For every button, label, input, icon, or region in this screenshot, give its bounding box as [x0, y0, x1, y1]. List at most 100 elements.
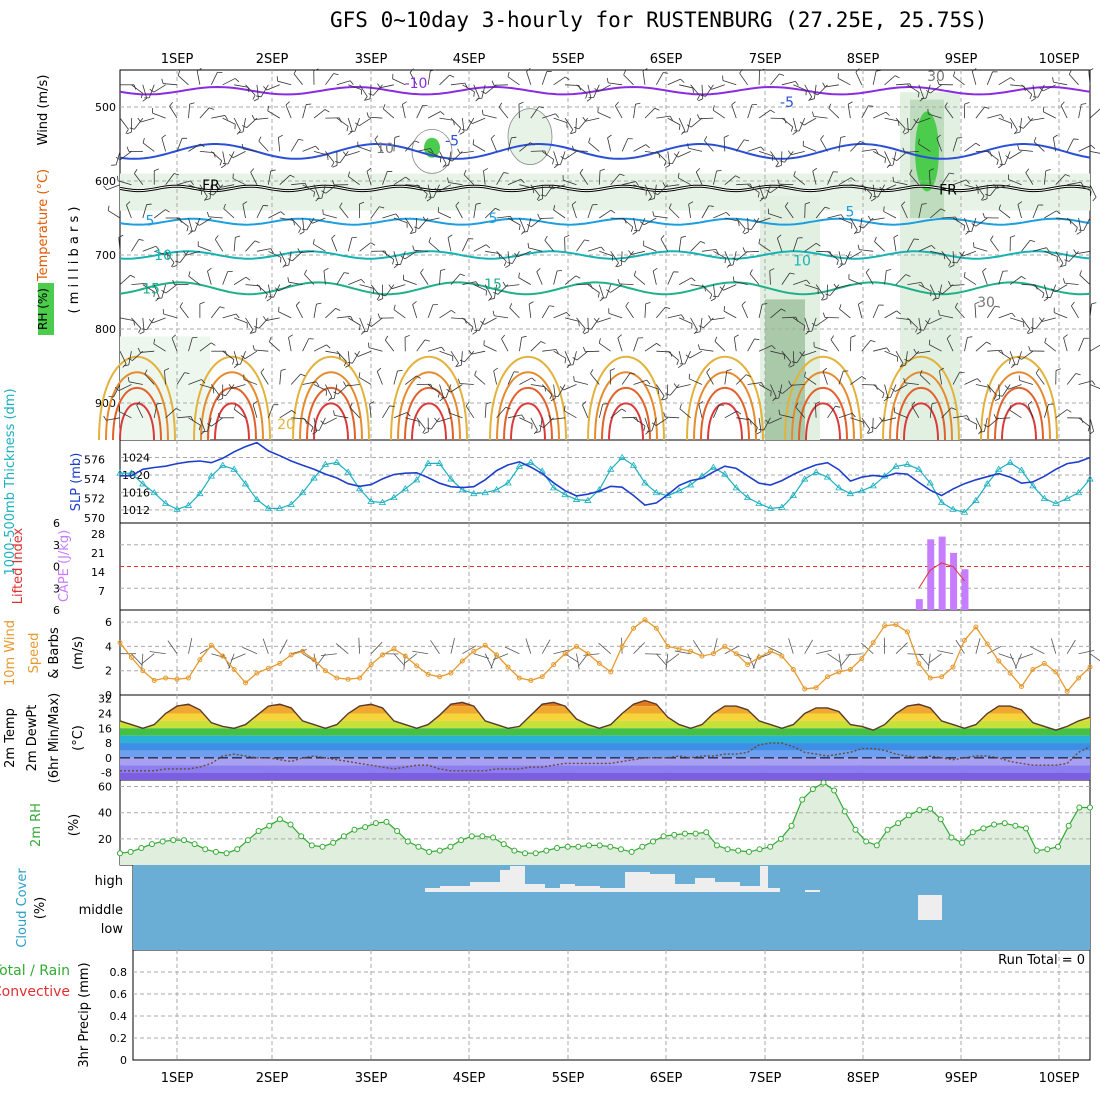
cloud-high-bar	[470, 882, 500, 892]
wind-barb	[165, 173, 175, 185]
wind-barb-flag	[610, 209, 616, 214]
wind-barb	[333, 384, 338, 399]
wind-barb-flag	[553, 395, 559, 398]
top-date-label-6: 7SEP	[749, 52, 782, 67]
wind-barb-flag	[648, 196, 653, 202]
wind-barb	[656, 72, 664, 85]
rh2m-marker	[703, 829, 710, 836]
wind-barb-flag	[331, 234, 336, 239]
wind-barb	[433, 184, 440, 198]
wind-barb	[404, 250, 417, 260]
wind-barb	[998, 151, 1003, 166]
wind-barb-flag	[267, 105, 270, 111]
wind-barb	[153, 343, 166, 352]
wind-barb-flag	[1017, 145, 1020, 151]
wind-barb	[928, 317, 942, 325]
wind-barb-flag	[883, 206, 885, 212]
wind-barb-flag	[321, 190, 326, 194]
wind-barb	[678, 351, 683, 365]
thickness-line	[120, 456, 1091, 513]
wind-barb	[267, 284, 272, 299]
wind-barb	[164, 370, 167, 385]
wind-barb-flag	[1092, 197, 1097, 202]
wind10-barb	[633, 642, 646, 654]
wind-barb	[838, 177, 852, 186]
wind-barb-flag	[573, 376, 575, 382]
wind10-marker	[699, 653, 705, 659]
wind-barb-flag	[127, 357, 133, 361]
wind-barb	[874, 241, 885, 252]
thickness-marker	[915, 465, 923, 472]
wind10-barb	[242, 646, 258, 655]
wind-barb	[447, 237, 452, 252]
wind-barb-flag	[190, 180, 194, 186]
wind-barb-flag	[948, 261, 952, 267]
thickness-marker	[778, 503, 786, 510]
wind-barb-flag	[425, 193, 428, 199]
wind-barb	[607, 137, 612, 152]
wind-barb-flag	[696, 95, 700, 101]
isotherm-boundary-loop	[200, 371, 264, 441]
rh2m-marker	[596, 842, 603, 849]
wind10-barb	[393, 653, 405, 666]
wind-barb-flag	[886, 347, 890, 353]
wind-barb-flag	[779, 73, 785, 76]
wind-barb	[946, 338, 954, 352]
wind10-marker	[1019, 684, 1025, 689]
wind-barb	[290, 217, 302, 229]
wind-barb	[770, 384, 777, 398]
cloud-axis-label: Cloud Cover	[15, 868, 30, 948]
wind-barb-flag	[660, 234, 665, 240]
wind-barb-flag	[333, 73, 339, 76]
wind-barb	[176, 138, 183, 152]
wind-barb	[1060, 105, 1068, 119]
wind-tick-label: 2	[105, 665, 112, 678]
wind-barb-flag	[762, 303, 768, 305]
wind-barb-flag	[866, 429, 871, 434]
thickness-marker	[561, 490, 569, 498]
wind-barb-flag	[498, 102, 503, 108]
wind-barb-flag	[938, 309, 940, 316]
wind10-barb	[816, 649, 832, 655]
wind-barb-flag	[882, 393, 885, 399]
contour-label-freezing: FR	[202, 178, 220, 194]
isotherm-boundary-loop	[411, 402, 447, 441]
thickness-marker	[470, 489, 478, 497]
wind-barb-flag	[274, 287, 279, 292]
wind-barb	[232, 178, 246, 186]
wind-barb-flag	[602, 403, 608, 405]
isotherm-boundary-loop	[686, 355, 764, 441]
wind-barb	[460, 351, 463, 366]
wind-barb-flag	[149, 88, 155, 93]
wind-barb-flag	[481, 90, 486, 94]
wind-barb	[975, 184, 985, 197]
rh2m-marker	[180, 837, 187, 844]
wind-barb	[519, 217, 526, 232]
wind-barb	[882, 417, 897, 422]
wind-barb	[331, 238, 338, 252]
wind-barb	[1008, 384, 1022, 390]
wind-barb	[770, 184, 783, 194]
wind-barb-flag	[1013, 129, 1018, 135]
wind-barb	[643, 217, 657, 226]
upper-temp-label: Temperature (°C)	[36, 169, 51, 282]
wind-barb	[625, 306, 634, 319]
cloud-high-bar	[675, 884, 695, 892]
wind-barb	[621, 217, 634, 228]
wind-barb-flag	[971, 223, 977, 227]
wind-barb	[374, 139, 383, 152]
thickness-marker	[1029, 482, 1037, 489]
wind-barb-flag	[640, 221, 645, 226]
wind-barb-flag	[183, 250, 187, 256]
wind-barb	[1066, 217, 1078, 228]
wind-barb	[106, 417, 121, 421]
wind-barb	[450, 350, 459, 364]
wind-barb	[998, 117, 1012, 124]
wind-barb	[916, 117, 931, 124]
wind-barb-flag	[196, 68, 202, 72]
wind10-marker	[562, 651, 568, 657]
wind-barb-flag	[773, 397, 779, 400]
wind-barb	[161, 137, 167, 152]
wind-barb	[599, 209, 612, 219]
wind-barb	[222, 117, 236, 125]
